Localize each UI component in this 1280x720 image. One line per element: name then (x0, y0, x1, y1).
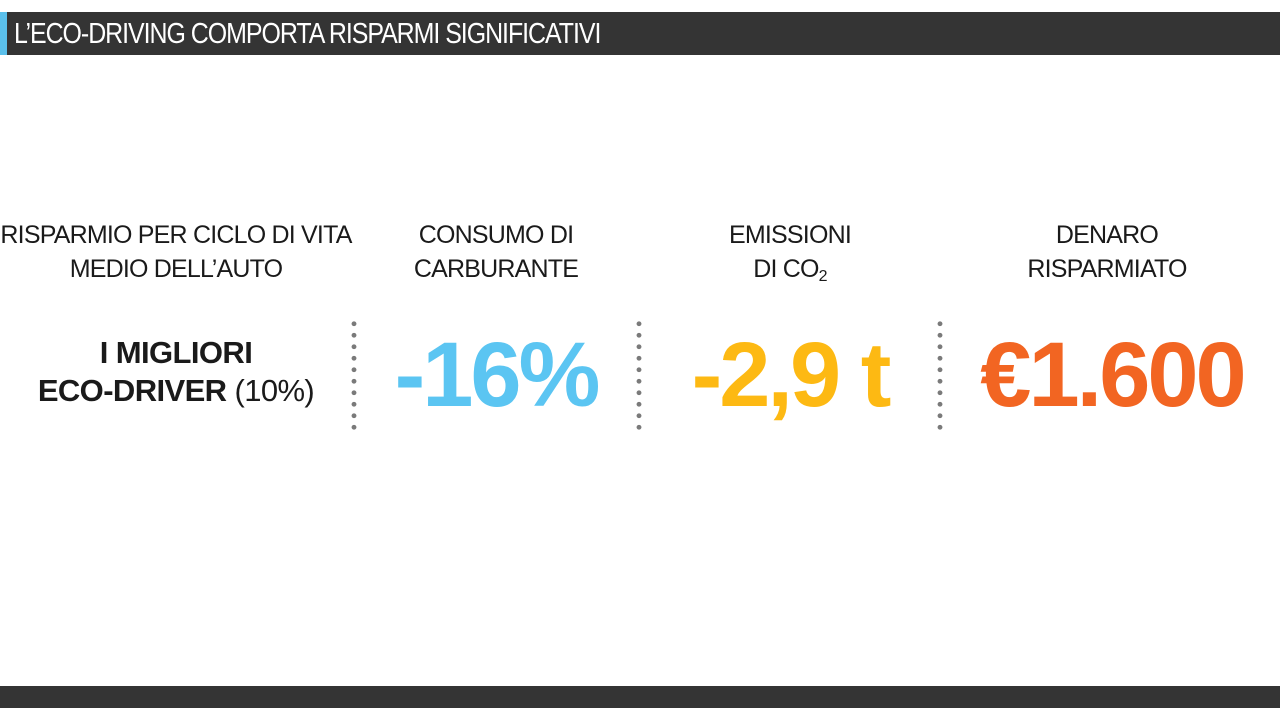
title-bar: L’ECO-DRIVING COMPORTA RISPARMI SIGNIFIC… (0, 12, 1280, 55)
header-fuel-consumption: CONSUMO DI CARBURANTE (356, 218, 636, 288)
header-emissions-line1: EMISSIONI (729, 221, 852, 249)
header-emissions-prefix: DI CO (753, 255, 819, 283)
dotted-divider (351, 318, 357, 434)
fuel-value: -16% (394, 324, 601, 426)
best-drivers-bold: ECO-DRIVER (37, 373, 227, 408)
header-emissions-line2: DI CO2 (640, 252, 940, 294)
header-co2-emissions: EMISSIONI DI CO2 (640, 218, 940, 288)
header-fuel-line1: CONSUMO DI (418, 221, 574, 249)
money-value: €1.600 (980, 324, 1246, 426)
header-lifecycle-savings: RISPARMIO PER CICLO DI VITA MEDIO DELL’A… (0, 218, 352, 288)
title-accent (0, 12, 7, 55)
best-drivers-line1: I MIGLIORI (99, 335, 253, 370)
header-lifecycle-line2: MEDIO DELL’AUTO (69, 255, 283, 283)
header-money-saved: DENARO RISPARMIATO (944, 218, 1270, 288)
slide-title: L’ECO-DRIVING COMPORTA RISPARMI SIGNIFIC… (14, 18, 601, 50)
best-drivers-percent: (10%) (234, 373, 315, 408)
header-money-line1: DENARO (1055, 221, 1159, 249)
header-money-line2: RISPARMIATO (1027, 255, 1187, 283)
footer-bar (0, 686, 1280, 708)
dotted-divider (937, 318, 943, 434)
dotted-divider (636, 318, 642, 434)
best-drivers-line2: ECO-DRIVER (10%) (0, 372, 352, 410)
header-lifecycle-line1: RISPARMIO PER CICLO DI VITA (0, 221, 352, 249)
header-emissions-subscript: 2 (818, 268, 828, 285)
header-fuel-line2: CARBURANTE (413, 255, 579, 283)
emissions-value: -2,9 t (691, 324, 892, 426)
best-eco-drivers-label: I MIGLIORI ECO-DRIVER (10%) (0, 334, 352, 410)
